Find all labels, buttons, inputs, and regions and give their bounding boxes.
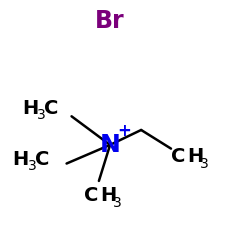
Text: Br: Br [95, 8, 125, 32]
Text: N: N [100, 133, 120, 157]
Text: 3: 3 [112, 196, 121, 209]
Text: H: H [13, 150, 29, 169]
Text: C: C [84, 186, 98, 204]
Text: +: + [117, 122, 131, 140]
Text: H: H [100, 186, 116, 204]
Text: 3: 3 [28, 159, 37, 173]
Text: H: H [187, 146, 204, 166]
Text: 3: 3 [37, 108, 46, 122]
Text: C: C [171, 146, 185, 166]
Text: C: C [34, 150, 49, 169]
Text: H: H [22, 98, 38, 117]
Text: C: C [44, 98, 58, 117]
Text: 3: 3 [200, 156, 208, 170]
